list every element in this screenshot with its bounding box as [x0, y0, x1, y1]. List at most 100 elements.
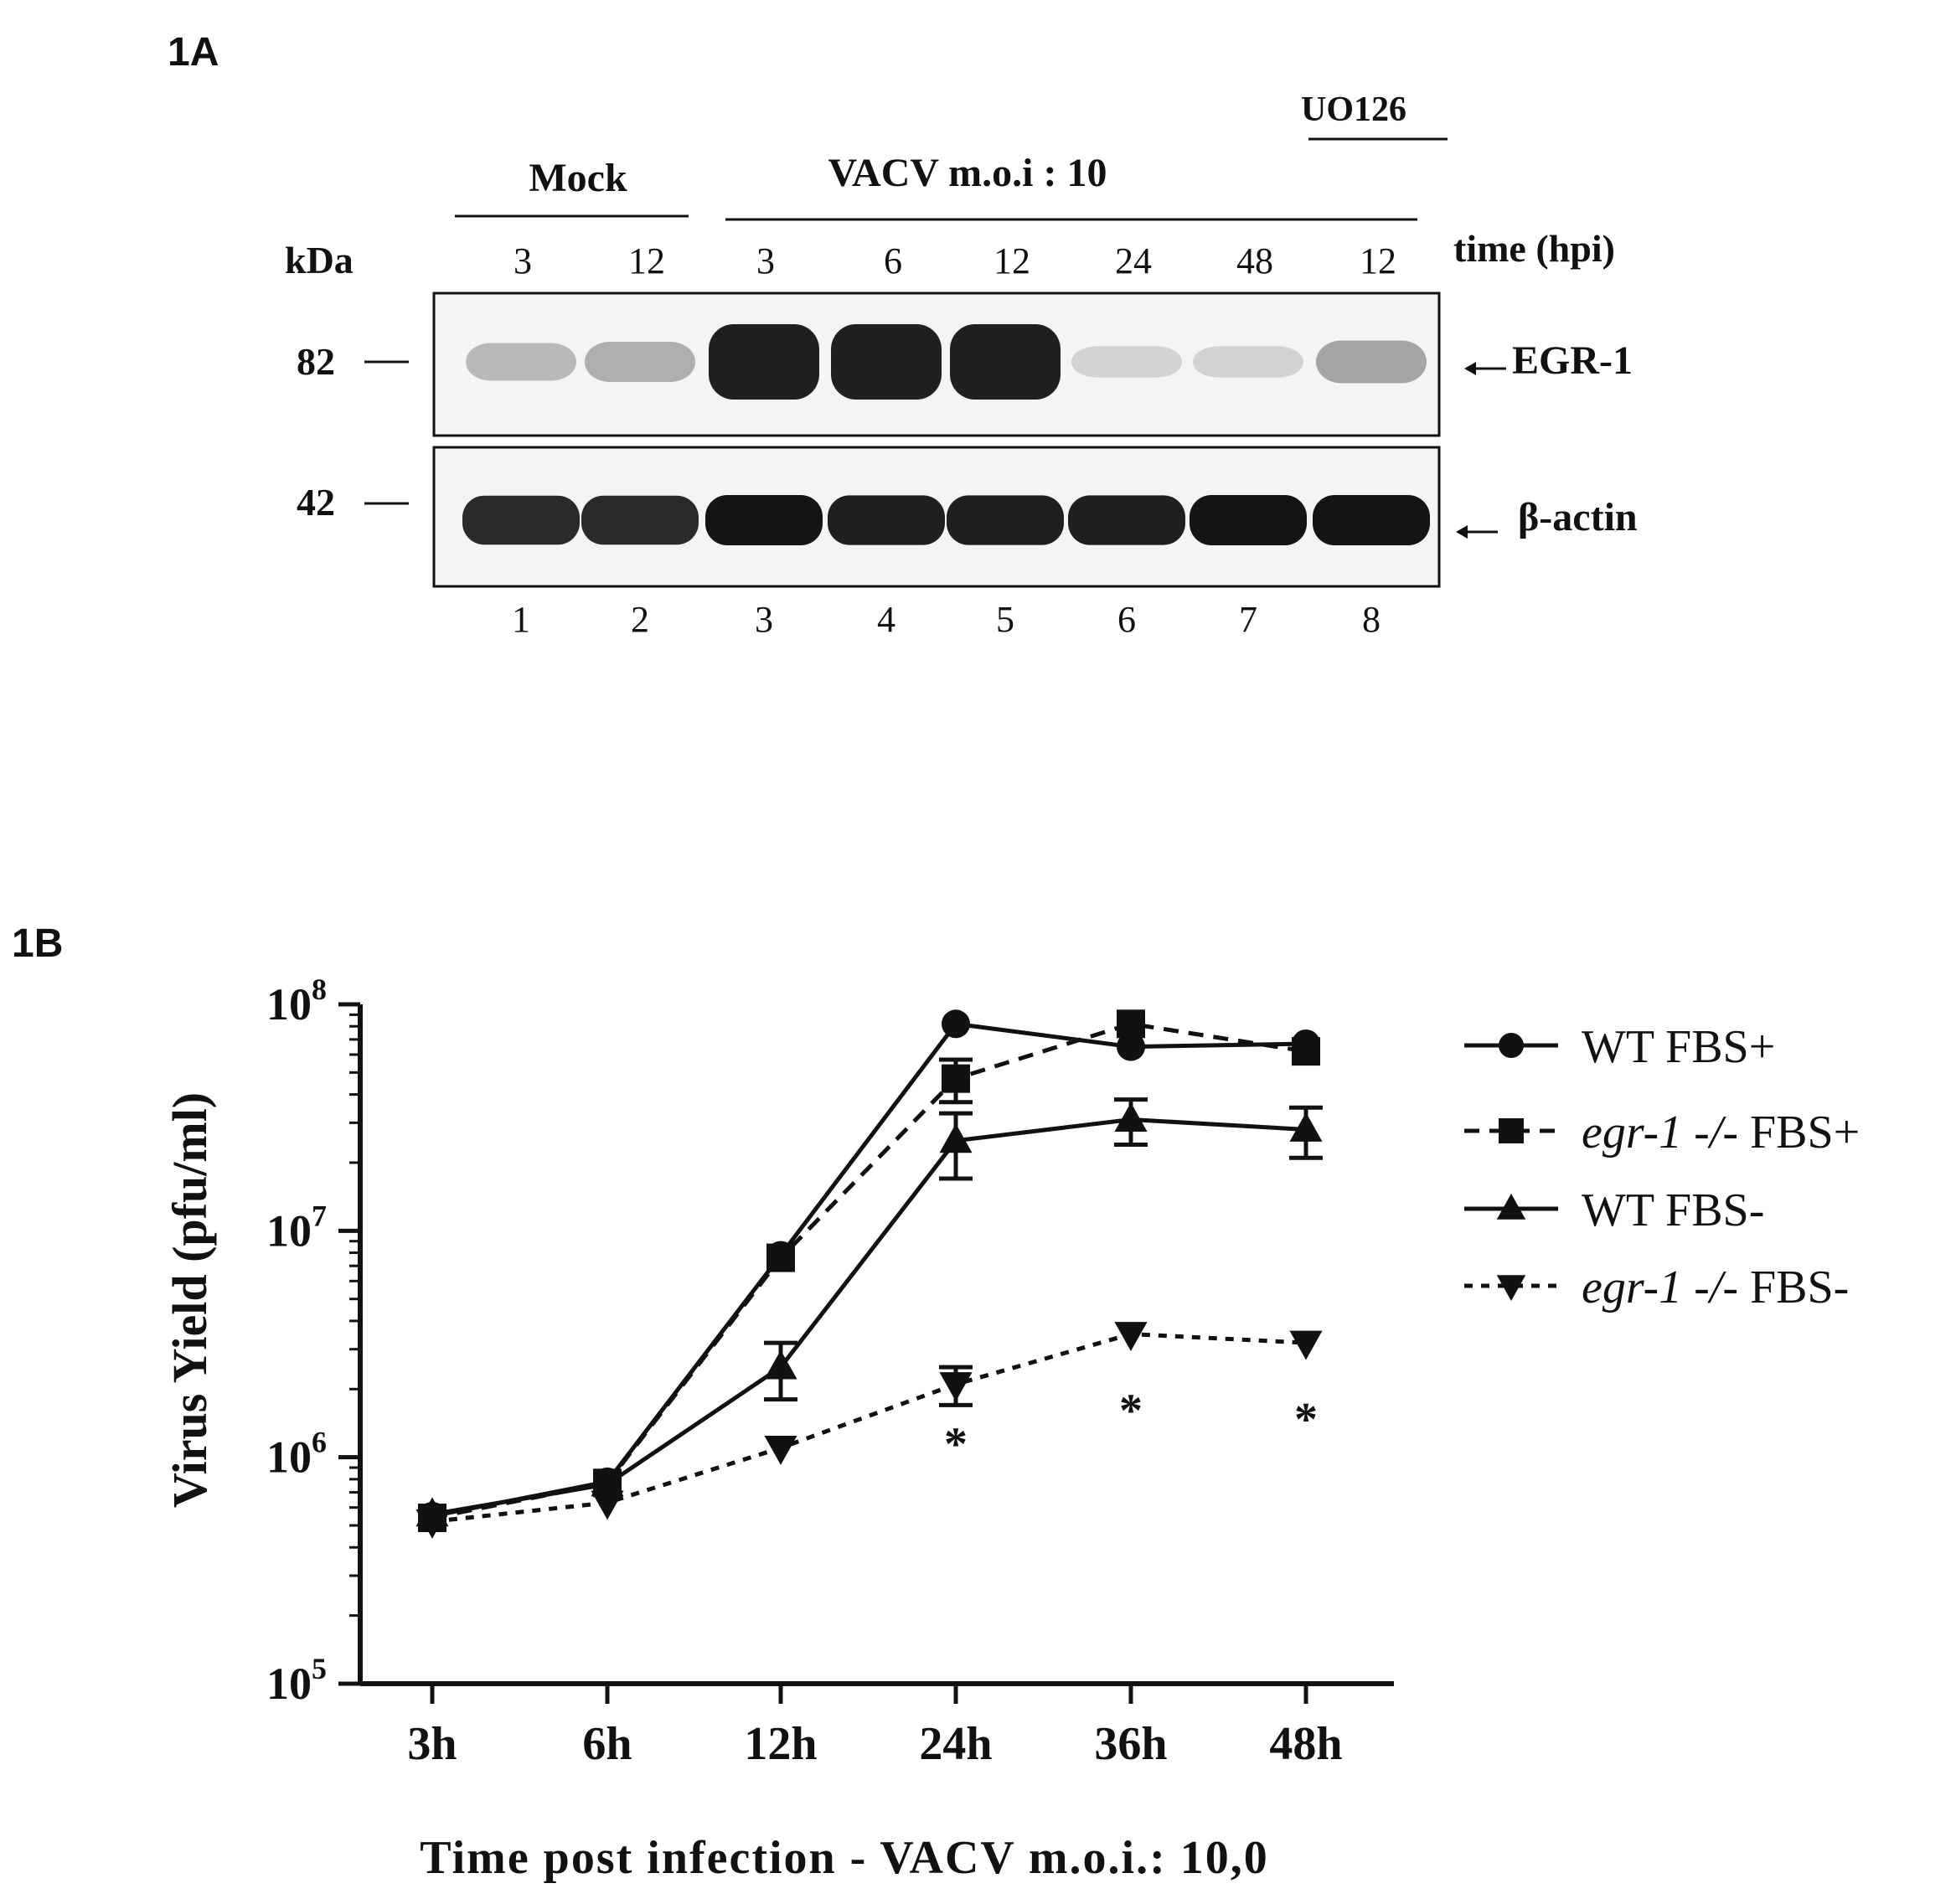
legend-label: WT FBS+	[1582, 1021, 1775, 1073]
lane-number: 2	[631, 599, 649, 640]
legend-marker	[1499, 1118, 1524, 1143]
legend-marker	[1496, 1275, 1526, 1301]
panel-b-label: 1B	[12, 921, 63, 966]
data-point-marker	[939, 1123, 973, 1153]
data-point-marker	[766, 1243, 795, 1272]
y-tick-label: 105	[266, 1652, 327, 1709]
data-point-marker	[1114, 1322, 1148, 1351]
y-tick-label: 107	[266, 1199, 327, 1256]
data-point-marker	[1289, 1112, 1323, 1142]
x-tick-label: 3h	[407, 1718, 457, 1770]
actin-band	[462, 495, 580, 545]
x-tick-label: 24h	[919, 1718, 992, 1770]
series-path	[431, 1021, 1307, 1520]
x-tick-label: 6h	[582, 1718, 632, 1770]
actin-band	[705, 495, 823, 545]
time-point-label: 12	[1360, 240, 1396, 281]
group-mock-label: Mock	[529, 156, 627, 200]
lane-numbers: 1 2 3 4 5 6 7 8	[512, 599, 1381, 640]
egr1-band	[1316, 340, 1427, 384]
egr1-band	[585, 342, 695, 382]
actin-band	[1068, 495, 1185, 545]
lane-number: 3	[755, 599, 773, 640]
lane-number: 6	[1117, 599, 1136, 640]
lane-number: 1	[512, 599, 530, 640]
time-point-label: 12	[993, 240, 1030, 281]
y-tick-label: 108	[266, 973, 327, 1029]
egr1-band	[709, 324, 819, 400]
lane-number: 5	[996, 599, 1014, 640]
data-point-marker	[1117, 1032, 1145, 1061]
time-point-label: 48	[1236, 240, 1273, 281]
kda-label: kDa	[285, 239, 354, 281]
virus-yield-chart: 105 106 107 108 3h 6h 12h 24h 36h 48h * * *	[266, 973, 1394, 1770]
time-point-label: 12	[628, 240, 665, 281]
data-point-marker	[1114, 1102, 1148, 1132]
significance-marker: *	[1294, 1394, 1318, 1446]
series-line	[415, 1097, 1323, 1527]
series-line	[418, 1009, 1320, 1533]
egr1-band	[950, 324, 1061, 400]
time-points: 3 12 3 6 12 24 48 12	[514, 240, 1396, 281]
legend-label: WT FBS-	[1582, 1184, 1764, 1236]
group-inhibitor-label: UO126	[1301, 90, 1406, 129]
data-point-marker	[1117, 1009, 1145, 1039]
legend-marker	[1496, 1194, 1526, 1220]
data-point-marker	[942, 1064, 970, 1093]
x-tick-label: 12h	[744, 1718, 817, 1770]
legend-label: egr-1 -/- FBS+	[1582, 1107, 1860, 1158]
actin-band	[828, 495, 945, 545]
chart-y-label: Virus Yield (pfu/ml)	[163, 1092, 217, 1508]
y-tick-label: 106	[266, 1426, 327, 1483]
x-tick-label: 48h	[1269, 1718, 1342, 1770]
egr1-label: EGR-1	[1512, 338, 1633, 383]
egr1-bands	[466, 324, 1427, 400]
time-point-label: 3	[514, 240, 532, 281]
data-point-marker	[415, 1509, 449, 1539]
data-point-marker	[591, 1490, 624, 1520]
actin-band	[947, 495, 1064, 545]
series-line	[415, 1322, 1323, 1539]
data-point-marker	[1292, 1037, 1320, 1066]
egr1-band	[831, 324, 942, 400]
legend-label: egr-1 -/- FBS-	[1582, 1262, 1849, 1313]
group-vacv-label: VACV m.o.i : 10	[828, 151, 1107, 195]
chart-legend: WT FBS+ egr-1 -/- FBS+ WT FBS-egr-1 -/- FB…	[1464, 1021, 1860, 1313]
lane-number: 8	[1362, 599, 1381, 640]
series-path	[431, 1117, 1307, 1517]
egr1-band	[1071, 346, 1182, 378]
marker-42: 42	[297, 481, 335, 524]
lane-number: 7	[1239, 599, 1257, 640]
significance-marker: *	[1119, 1385, 1143, 1437]
significance-marker: *	[944, 1419, 968, 1471]
egr1-band	[1193, 346, 1303, 378]
data-point-marker	[764, 1436, 797, 1465]
data-point-marker	[939, 1372, 973, 1401]
data-point-marker	[942, 1009, 970, 1039]
actin-bands	[462, 495, 1430, 545]
series-line	[418, 1009, 1320, 1530]
time-point-label: 6	[884, 240, 902, 281]
panel-a-label: 1A	[168, 30, 219, 75]
actin-band	[1190, 495, 1307, 545]
series-path	[431, 1332, 1307, 1524]
data-point-marker	[591, 1467, 624, 1497]
legend-marker	[1499, 1033, 1524, 1058]
data-point-marker	[764, 1349, 797, 1380]
data-point-marker	[1289, 1330, 1323, 1360]
egr1-band	[466, 343, 576, 381]
time-label: time (hpi)	[1453, 227, 1615, 270]
time-point-label: 3	[756, 240, 775, 281]
series-path	[431, 1021, 1307, 1519]
actin-arrow-head	[1456, 525, 1468, 539]
lane-number: 4	[877, 599, 895, 640]
x-tick-label: 36h	[1094, 1718, 1167, 1770]
actin-label: β-actin	[1518, 495, 1638, 539]
chart-x-label: Time post infection - VACV m.o.i.: 10,0	[420, 1832, 1268, 1884]
marker-82: 82	[297, 340, 335, 383]
actin-band	[581, 495, 699, 545]
actin-band	[1313, 495, 1430, 545]
egr1-arrow-head	[1464, 362, 1476, 375]
time-point-label: 24	[1115, 240, 1152, 281]
